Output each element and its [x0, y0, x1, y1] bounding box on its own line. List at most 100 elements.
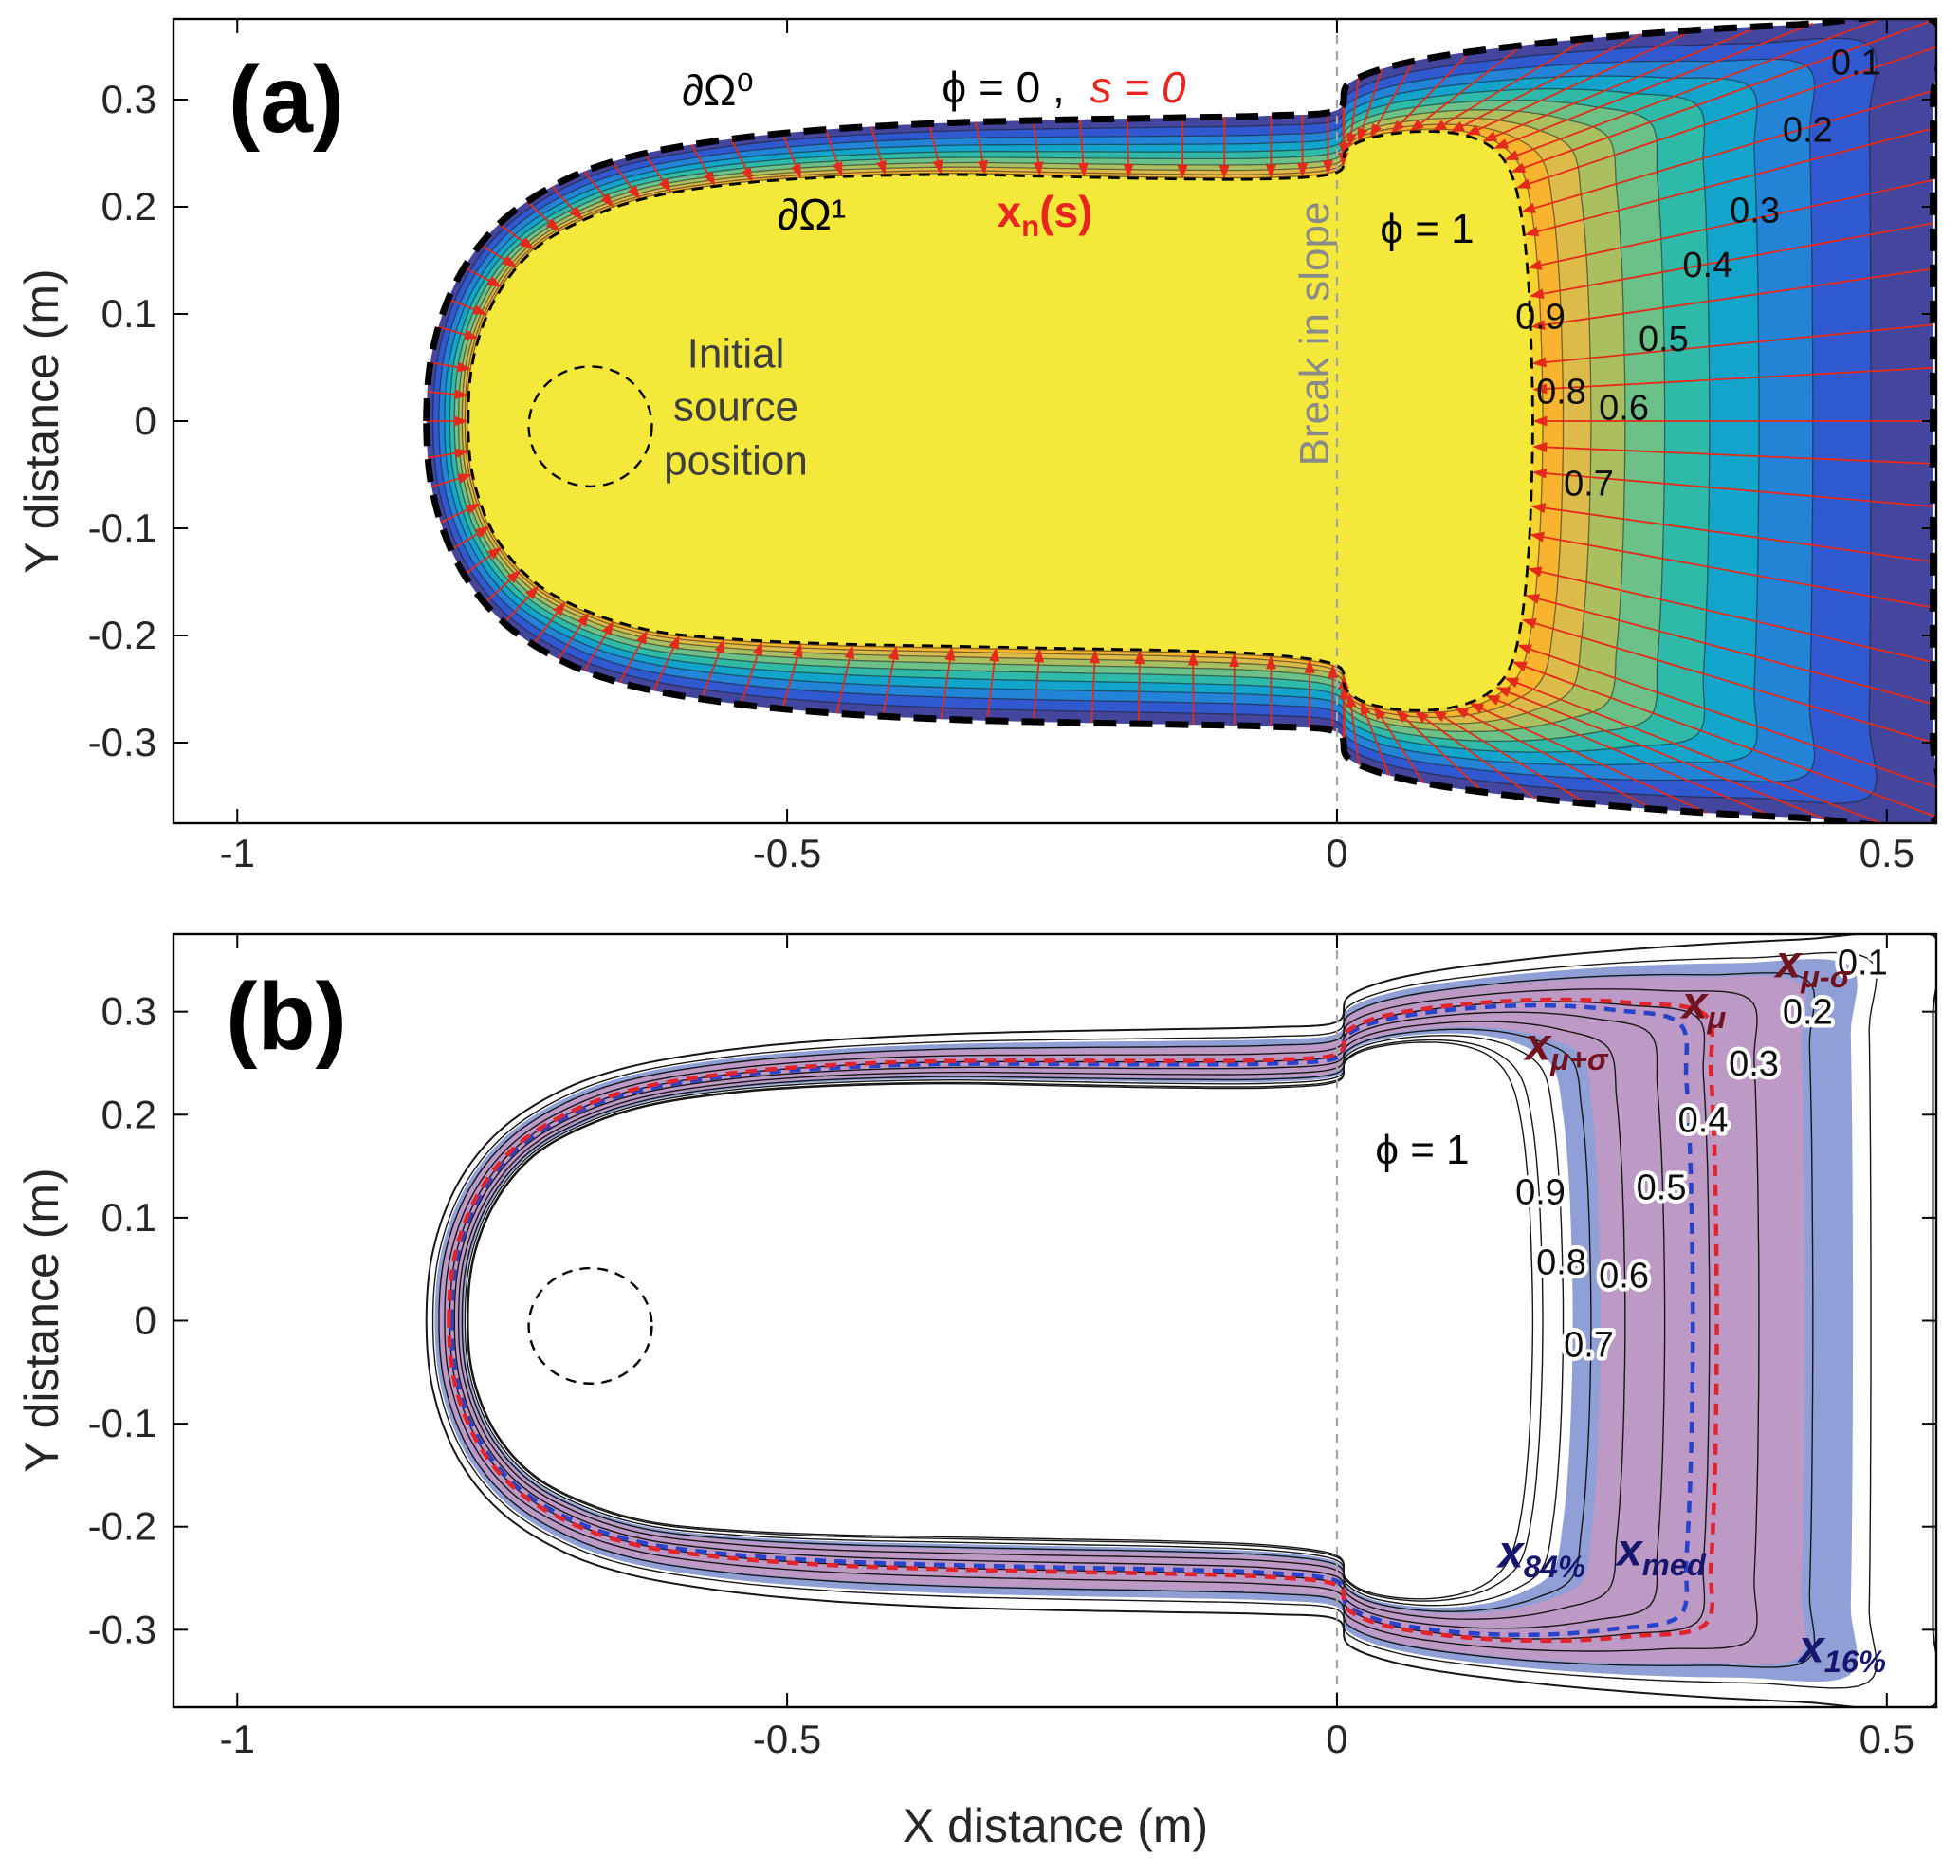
xn-sub: n	[1021, 209, 1040, 243]
contour-level-label: 0.5	[1639, 320, 1689, 359]
y-tick-label: 0.1	[101, 291, 156, 336]
panel-a-plot: 0.1 0.2 0.3 0.4 0.5 0.6 0.7 0.8 0.9 -1 -0.5 0 0.5 0.3…	[88, 17, 1938, 875]
axis-ticks	[174, 19, 1936, 823]
xn-suffix: (s)	[1039, 186, 1093, 236]
contour-line	[431, 951, 1878, 1689]
uncertainty-contours	[425, 934, 1936, 1707]
contour-level-label: 0.1	[1838, 944, 1888, 984]
x-tick-label: -0.5	[753, 1717, 821, 1761]
stat-label-mu-minus-sigma: xμ-σ	[1776, 940, 1851, 992]
inner-boundary-phi1-line	[467, 130, 1534, 712]
x-tick-label: 0	[1326, 831, 1347, 875]
stat-label-16pct: x16%	[1799, 1625, 1886, 1677]
stat-label-mu: xμ	[1682, 981, 1726, 1033]
break-in-slope-label: Break in slope	[1291, 201, 1338, 467]
stat-label-84pct: x84%	[1498, 1530, 1585, 1582]
phi-zero-label: ϕ = 0 ,	[942, 63, 1065, 112]
stat-main: x	[1798, 1622, 1824, 1673]
stat-sub: μ-σ	[1801, 958, 1851, 994]
x-tick-label: 0	[1326, 1717, 1347, 1761]
x-tick-label: -1	[220, 1717, 255, 1761]
contour-level-label: 0.9	[1515, 297, 1566, 337]
percentile-median-contour	[449, 1002, 1695, 1638]
mean-contour	[447, 997, 1719, 1644]
contour-level-label: 0.7	[1564, 465, 1614, 505]
stat-main: x	[1775, 937, 1802, 988]
y-tick-label: -0.3	[88, 1607, 156, 1651]
panel-a-label: (a)	[228, 46, 345, 153]
initial-source-line2: source	[672, 383, 799, 431]
axis-ticks	[174, 934, 1936, 1707]
contour-level-label: 0.4	[1678, 1101, 1729, 1141]
contour-level-label: 0.6	[1599, 388, 1649, 428]
normal-trajectory-label: xn(s)	[998, 190, 1093, 241]
y-tick-label: 0.3	[101, 989, 156, 1034]
phi1-interior	[467, 131, 1533, 711]
y-tick-label: 0	[135, 1298, 156, 1343]
x-tick-label: -1	[220, 831, 255, 875]
contour-line	[444, 988, 1760, 1652]
contour-line	[457, 1021, 1626, 1620]
initial-source-circle	[527, 365, 653, 488]
y-axis-title-b: Y distance (m)	[15, 1168, 68, 1473]
contour-level-label: 0.3	[1729, 1044, 1779, 1084]
contour-level-label: 0.4	[1682, 246, 1732, 285]
stat-label-med: xmed	[1617, 1528, 1706, 1580]
stat-sub: μ	[1707, 999, 1727, 1035]
contour-line	[438, 972, 1816, 1668]
contour-line	[467, 1041, 1534, 1600]
outer-boundary-label: ∂Ω⁰	[682, 65, 754, 115]
contour-level-label: 0.1	[1831, 43, 1881, 83]
phase-field-contours	[423, 19, 1936, 823]
contour-level-label: 0.2	[1783, 993, 1833, 1033]
contour-level-label: 0.6	[1599, 1257, 1649, 1297]
contour-line	[467, 1039, 1544, 1602]
y-tick-label: 0.2	[101, 184, 156, 229]
contour-line	[464, 1035, 1565, 1607]
y-tick-label: -0.1	[88, 1401, 156, 1445]
y-tick-label: 0	[135, 398, 156, 443]
sigma-band	[439, 975, 1806, 1664]
xn-main: x	[997, 186, 1022, 236]
contour-level-label: 0.2	[1783, 111, 1833, 151]
phi-one-label-a: ϕ = 1	[1380, 206, 1475, 252]
stat-sub: μ+σ	[1550, 1040, 1608, 1076]
contour-level-label: 0.3	[1730, 191, 1780, 230]
stat-main: x	[1617, 1525, 1642, 1576]
contour-level-label: 0.8	[1536, 1243, 1586, 1283]
stat-main: x	[1681, 978, 1708, 1029]
stat-label-mu-plus-sigma: xμ+σ	[1525, 1022, 1607, 1075]
normal-trajectories	[426, 19, 1936, 823]
contour-level-label: 0.8	[1536, 372, 1586, 412]
contour-line	[461, 1028, 1592, 1612]
y-tick-label: 0.2	[101, 1092, 156, 1136]
stat-sub: med	[1641, 1546, 1706, 1582]
y-tick-label: -0.2	[88, 613, 156, 657]
contour-level-label: 0.9	[1515, 1173, 1566, 1213]
x-axis-title: X distance (m)	[902, 1799, 1209, 1852]
stat-sub: 84%	[1523, 1548, 1586, 1584]
y-tick-label: -0.2	[88, 1504, 156, 1549]
initial-source-circle	[527, 1266, 653, 1385]
x-tick-label: 0.5	[1859, 1717, 1914, 1761]
phi-one-label-b: ϕ = 1	[1375, 1127, 1470, 1173]
panel-b-plot: 0.10.20.30.40.50.60.70.80.9-1 -0.5 0 0.50.3…	[88, 932, 1938, 1761]
s-zero-label: s = 0	[1090, 63, 1186, 112]
x-tick-label: 0.5	[1859, 831, 1914, 875]
stat-main: x	[1497, 1527, 1524, 1578]
initial-source-line1: Initial	[687, 330, 785, 377]
y-tick-label: 0.1	[101, 1195, 156, 1240]
contour-line	[453, 1011, 1666, 1629]
y-tick-label: 0.3	[101, 77, 156, 121]
y-axis-title-a: Y distance (m)	[15, 268, 68, 574]
y-tick-label: -0.3	[88, 720, 156, 764]
contour-level-label: 0.5	[1637, 1168, 1687, 1207]
initial-source-note: Initial source position	[664, 328, 808, 488]
inner-boundary-label: ∂Ω¹	[777, 190, 847, 239]
stat-sub: 16%	[1823, 1643, 1887, 1679]
initial-source-line3: position	[664, 437, 808, 485]
stat-main: x	[1525, 1020, 1551, 1071]
y-tick-label: -0.1	[88, 506, 156, 550]
panel-b-label: (b)	[226, 964, 347, 1070]
